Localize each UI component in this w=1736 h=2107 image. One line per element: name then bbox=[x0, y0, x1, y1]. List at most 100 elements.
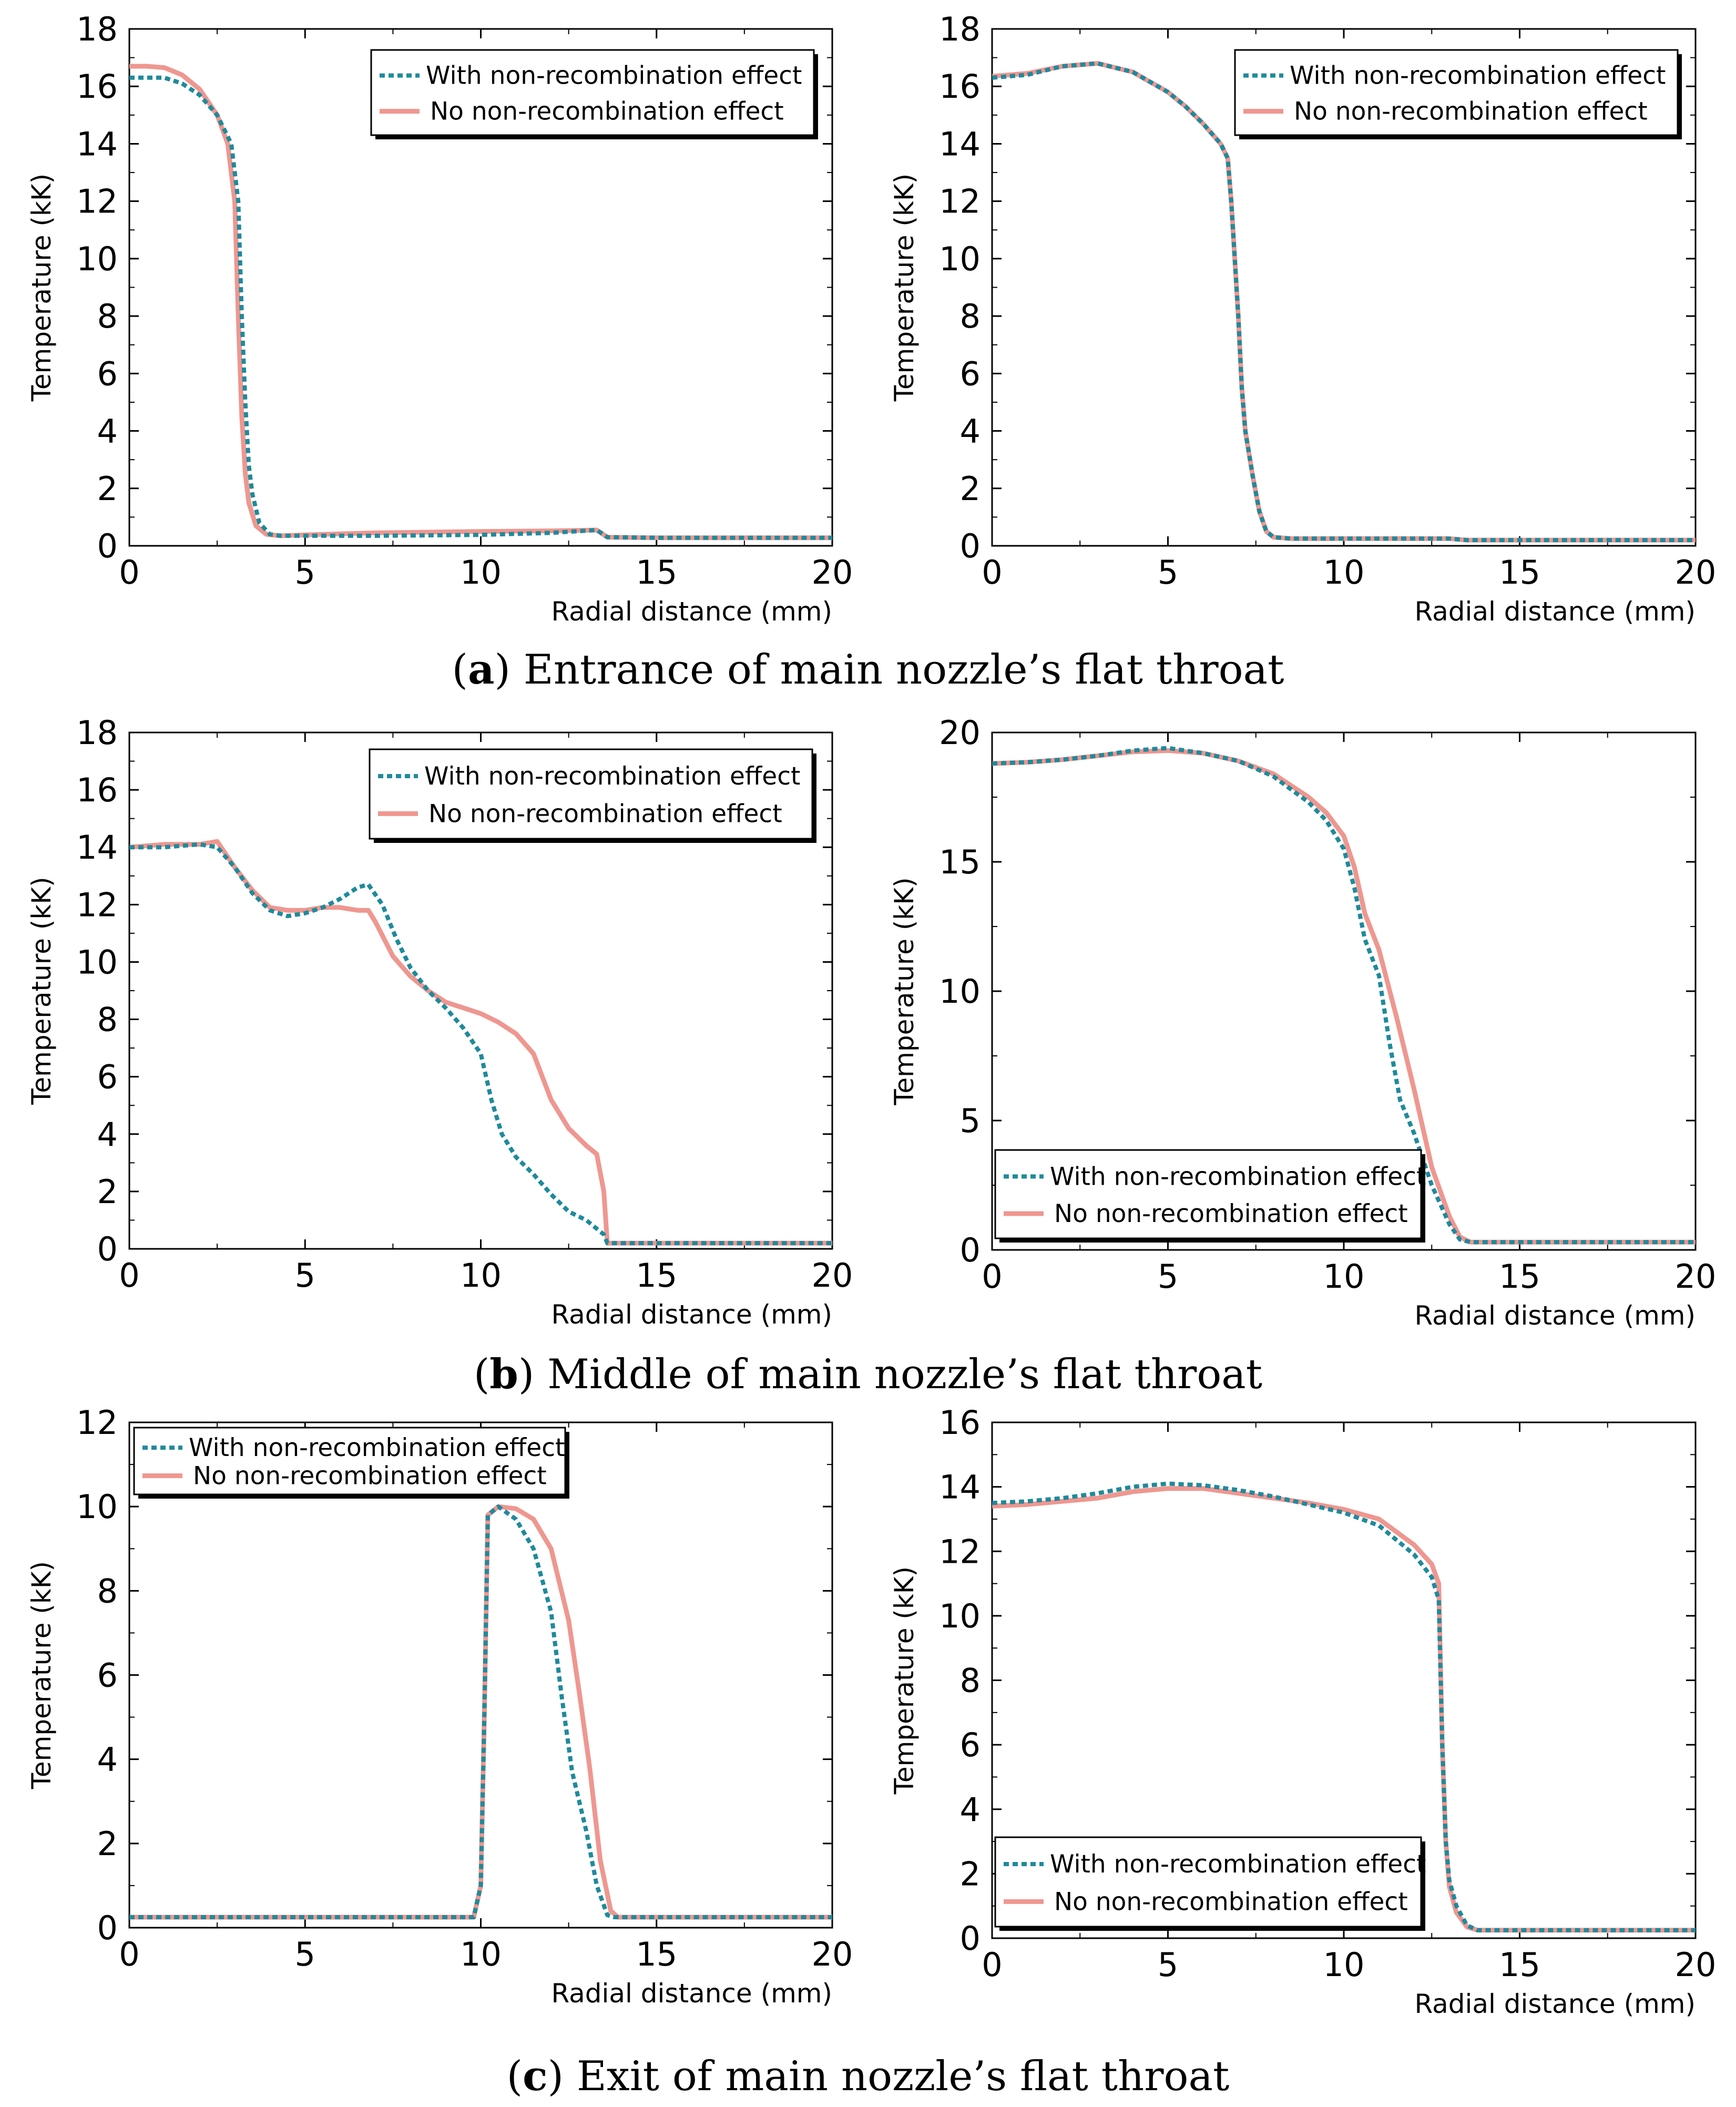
chart-b-left: 0 5 10 15 20 0 2 4 6 8 10 12 14 16 18 Radial distance (… bbox=[26, 714, 853, 1330]
y-tick-label: 4 bbox=[960, 412, 981, 451]
y-tick-label: 2 bbox=[97, 470, 118, 508]
legend-label-no: No non-recombination effect bbox=[428, 799, 782, 828]
x-axis-label: Radial distance (mm) bbox=[551, 1299, 832, 1330]
y-tick-label: 2 bbox=[960, 1855, 981, 1893]
y-tick-label: 8 bbox=[960, 1662, 981, 1700]
y-tick-label: 10 bbox=[939, 1597, 981, 1635]
y-tick-label: 14 bbox=[939, 1468, 981, 1507]
y-tick-label: 18 bbox=[939, 10, 981, 48]
y-tick-label: 0 bbox=[960, 1231, 981, 1269]
y-tick-label: 8 bbox=[960, 297, 981, 335]
y-tick-label: 10 bbox=[76, 240, 118, 278]
x-tick-label: 10 bbox=[460, 553, 502, 592]
series-line-with-non-recombination bbox=[129, 842, 832, 1246]
legend-label-with: With non-recombination effect bbox=[424, 762, 800, 791]
x-tick-label: 5 bbox=[1158, 553, 1178, 592]
y-tick-label: 4 bbox=[97, 1115, 118, 1154]
x-tick-label: 0 bbox=[982, 1257, 1002, 1296]
x-tick-label: 5 bbox=[295, 1935, 315, 1973]
y-axis-label: Temperature (kK) bbox=[889, 1566, 920, 1795]
y-tick-label: 18 bbox=[76, 10, 118, 48]
y-tick-label: 16 bbox=[76, 771, 118, 809]
panel-caption-c: (c) Exit of main nozzle’s flat throat bbox=[507, 2052, 1230, 2100]
x-tick-label: 5 bbox=[1158, 1257, 1178, 1296]
y-tick-label: 16 bbox=[939, 67, 981, 106]
legend-label-no: No non-recombination effect bbox=[1294, 97, 1648, 126]
y-tick-label: 4 bbox=[97, 1740, 118, 1779]
y-tick-label: 4 bbox=[960, 1790, 981, 1829]
y-tick-label: 16 bbox=[939, 1403, 981, 1442]
y-tick-label: 0 bbox=[960, 527, 981, 565]
x-tick-label: 20 bbox=[1675, 553, 1717, 592]
panel-caption-b: (b) Middle of main nozzle’s flat throat bbox=[474, 1350, 1262, 1398]
chart-c-left: 0 5 10 15 20 0 2 4 6 8 10 12 Radial distance (mm) Tem… bbox=[26, 1403, 853, 2009]
x-tick-label: 20 bbox=[812, 553, 853, 592]
x-tick-label: 0 bbox=[982, 553, 1002, 592]
x-tick-label: 10 bbox=[1323, 1257, 1365, 1296]
caption-text: Exit of main nozzle’s flat throat bbox=[577, 2053, 1230, 2100]
caption-close-paren: ) bbox=[518, 1351, 547, 1398]
y-axis-label: Temperature (kK) bbox=[26, 1561, 57, 1789]
y-tick-label: 2 bbox=[97, 1173, 118, 1211]
legend-label-no: No non-recombination effect bbox=[193, 1461, 547, 1490]
y-tick-label: 15 bbox=[939, 843, 981, 881]
series-line-with-non-recombination bbox=[992, 746, 1696, 1245]
y-tick-label: 5 bbox=[960, 1102, 981, 1140]
x-tick-label: 20 bbox=[812, 1935, 853, 1973]
caption-letter: b bbox=[489, 1350, 518, 1398]
y-tick-label: 6 bbox=[97, 1656, 118, 1695]
y-tick-label: 14 bbox=[76, 125, 118, 163]
x-tick-label: 0 bbox=[119, 1256, 139, 1295]
series-line-with-non-recombination bbox=[129, 1504, 832, 1919]
caption-letter: a bbox=[468, 646, 495, 694]
legend-box bbox=[133, 1427, 566, 1495]
legend: With non-recombination effect No non-reco… bbox=[369, 748, 816, 843]
x-tick-label: 20 bbox=[1675, 1946, 1717, 1984]
y-tick-label: 14 bbox=[939, 125, 981, 163]
series-line-no-non-recombination bbox=[129, 839, 832, 1246]
y-tick-label: 0 bbox=[97, 1230, 118, 1268]
caption-open-paren: ( bbox=[507, 2053, 523, 2100]
caption-close-paren: ) bbox=[548, 2053, 577, 2100]
y-tick-label: 12 bbox=[939, 182, 981, 221]
y-tick-label: 0 bbox=[97, 527, 118, 565]
legend-label-with: With non-recombination effect bbox=[426, 62, 802, 90]
x-axis-label: Radial distance (mm) bbox=[1414, 1300, 1696, 1331]
x-tick-label: 5 bbox=[1158, 1946, 1178, 1984]
x-axis-label: Radial distance (mm) bbox=[551, 1978, 832, 2009]
x-tick-label: 0 bbox=[119, 553, 139, 592]
legend: With non-recombination effect No non-reco… bbox=[1234, 49, 1682, 139]
x-axis-label: Radial distance (mm) bbox=[551, 596, 832, 627]
caption-text: Middle of main nozzle’s flat throat bbox=[547, 1351, 1262, 1398]
y-tick-label: 4 bbox=[97, 412, 118, 451]
y-tick-label: 14 bbox=[76, 828, 118, 867]
x-tick-label: 15 bbox=[1499, 1946, 1540, 1984]
x-tick-label: 5 bbox=[295, 553, 315, 592]
x-tick-label: 20 bbox=[1675, 1257, 1717, 1296]
y-tick-label: 12 bbox=[76, 182, 118, 221]
legend-label-no: No non-recombination effect bbox=[1054, 1887, 1408, 1916]
legend-box bbox=[370, 49, 815, 136]
y-tick-label: 12 bbox=[76, 1403, 118, 1442]
x-tick-label: 5 bbox=[295, 1256, 315, 1295]
legend: With non-recombination effect No non-reco… bbox=[370, 49, 818, 139]
legend-label-with: With non-recombination effect bbox=[1050, 1162, 1426, 1191]
y-axis-label: Temperature (kK) bbox=[889, 877, 920, 1105]
legend-label-no: No non-recombination effect bbox=[1054, 1199, 1408, 1228]
y-tick-label: 2 bbox=[97, 1825, 118, 1863]
y-tick-label: 0 bbox=[97, 1909, 118, 1947]
y-tick-label: 10 bbox=[939, 240, 981, 278]
caption-text: Entrance of main nozzle’s flat throat bbox=[524, 646, 1284, 694]
y-tick-label: 16 bbox=[76, 67, 118, 106]
caption-close-paren: ) bbox=[495, 646, 524, 694]
y-tick-label: 2 bbox=[960, 470, 981, 508]
legend-label-no: No non-recombination effect bbox=[430, 97, 784, 126]
caption-open-paren: ( bbox=[474, 1351, 489, 1398]
y-tick-label: 10 bbox=[939, 972, 981, 1011]
x-tick-label: 15 bbox=[1499, 1257, 1540, 1296]
y-tick-label: 6 bbox=[960, 354, 981, 393]
y-tick-label: 6 bbox=[97, 1058, 118, 1096]
x-axis-label: Radial distance (mm) bbox=[1414, 596, 1696, 627]
x-tick-label: 15 bbox=[1499, 553, 1540, 592]
